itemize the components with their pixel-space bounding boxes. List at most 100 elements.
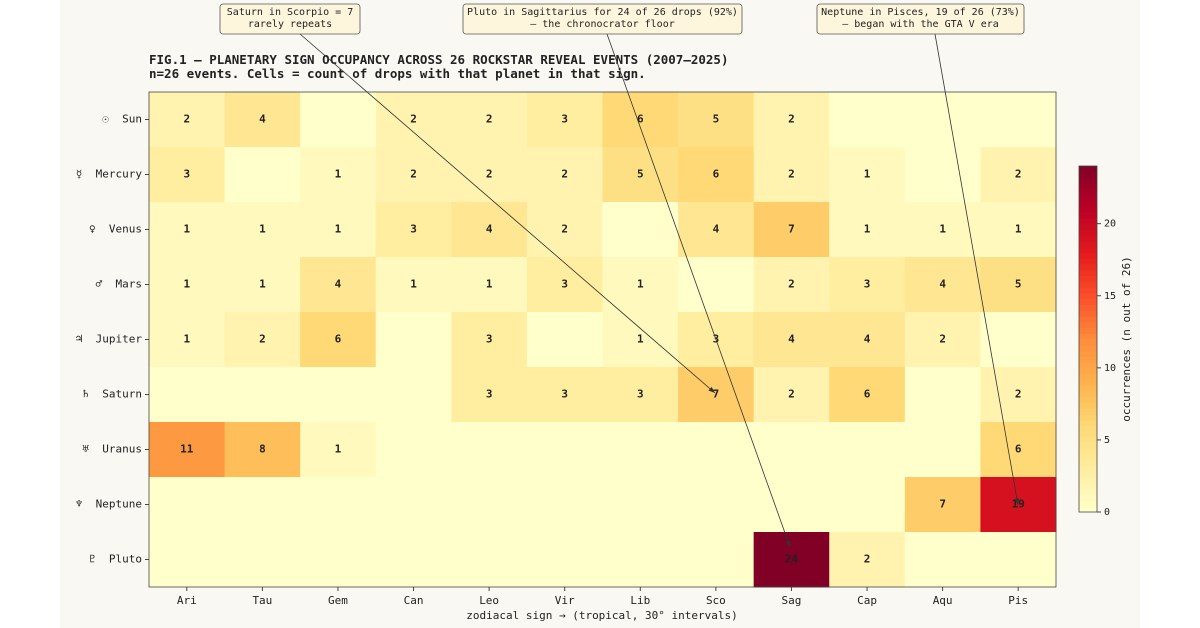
x-tick-label: Cap <box>857 594 877 607</box>
heatmap-cell <box>678 367 755 423</box>
cell-label: 5 <box>713 113 720 126</box>
cell-label: 3 <box>864 278 871 291</box>
colorbar-segment <box>1079 327 1097 334</box>
colorbar-segment <box>1079 171 1097 179</box>
heatmap-cell <box>602 532 679 588</box>
cell-label: 1 <box>637 333 644 346</box>
heatmap-cell <box>300 202 377 258</box>
heatmap-cell <box>451 257 528 313</box>
colorbar-tick-label: 0 <box>1104 507 1110 518</box>
colorbar-tick-label: 15 <box>1104 291 1116 302</box>
annotation-text: Saturn in Scorpio = 7 <box>227 7 353 18</box>
heatmap-cell <box>375 422 452 478</box>
heatmap-cell <box>451 147 528 203</box>
cell-label: 6 <box>713 168 720 181</box>
heatmap-cell <box>904 367 981 423</box>
colorbar-segment <box>1079 385 1097 392</box>
cell-label: 2 <box>259 333 266 346</box>
heatmap-cell <box>678 92 755 148</box>
cell-label: 1 <box>1015 223 1022 236</box>
cell-label: 7 <box>713 388 720 401</box>
colorbar-segment <box>1079 206 1097 213</box>
x-tick-label: Lib <box>630 594 650 607</box>
cell-label: 2 <box>486 113 493 126</box>
colorbar-segment <box>1079 298 1097 305</box>
cell-label: 2 <box>788 278 795 291</box>
cell-label: 1 <box>335 168 342 181</box>
heatmap-cell <box>300 477 377 533</box>
x-tick-label: Ari <box>177 594 197 607</box>
heatmap-cell <box>980 257 1057 313</box>
heatmap-cell <box>678 202 755 258</box>
cell-label: 6 <box>1015 443 1022 456</box>
cell-label: 2 <box>410 168 417 181</box>
heatmap-cell <box>451 92 528 148</box>
cell-label: 2 <box>1015 388 1022 401</box>
colorbar-segment <box>1079 356 1097 363</box>
cell-label: 2 <box>788 113 795 126</box>
colorbar-segment <box>1079 292 1097 300</box>
cell-label: 6 <box>335 333 342 346</box>
heatmap-cell <box>829 92 906 148</box>
heatmap-cell <box>678 147 755 203</box>
heatmap-cell <box>526 92 603 148</box>
colorbar-segment <box>1079 246 1097 253</box>
chart-subtitle: n=26 events. Cells = count of drops with… <box>149 66 646 81</box>
heatmap-cell <box>829 257 906 313</box>
heatmap-cell <box>980 202 1057 258</box>
heatmap-cell <box>224 532 301 588</box>
annotation-arrowhead <box>708 386 715 393</box>
annotation-arrow <box>299 33 716 394</box>
heatmap-cell <box>526 422 603 478</box>
heatmap-cell <box>829 202 906 258</box>
heatmap-cell <box>678 257 755 313</box>
colorbar-segment <box>1079 183 1097 190</box>
cell-label: 2 <box>410 113 417 126</box>
annotation-text: rarely repeats <box>248 19 332 30</box>
colorbar-segment <box>1079 471 1097 478</box>
cell-label: 1 <box>410 278 417 291</box>
colorbar-segment <box>1079 494 1097 501</box>
cell-label: 6 <box>864 388 871 401</box>
colorbar-segment <box>1079 281 1097 288</box>
x-tick-label: Leo <box>479 594 499 607</box>
colorbar-segment <box>1079 240 1097 248</box>
colorbar-segment <box>1079 488 1097 496</box>
heatmap-cell <box>829 147 906 203</box>
colorbar-segment <box>1079 431 1097 438</box>
colorbar-segment <box>1079 177 1097 184</box>
cell-label: 4 <box>788 333 795 346</box>
heatmap-cell <box>602 312 679 368</box>
cell-label: 1 <box>259 278 266 291</box>
colorbar-tick-label: 20 <box>1104 219 1116 230</box>
x-tick-label: Can <box>404 594 424 607</box>
heatmap-cell <box>149 477 226 533</box>
y-tick-label: ♅ Uranus <box>82 443 142 456</box>
colorbar-segment <box>1079 454 1097 461</box>
heatmap-cell <box>829 367 906 423</box>
cell-label: 3 <box>561 113 568 126</box>
heatmap-cell <box>149 202 226 258</box>
colorbar-segment <box>1079 362 1097 369</box>
heatmap-cell <box>753 202 830 258</box>
colorbar-tick-label: 10 <box>1104 363 1116 374</box>
colorbar-segment <box>1079 413 1097 421</box>
heatmap-cell <box>980 367 1057 423</box>
colorbar-segment <box>1079 367 1097 375</box>
colorbar-segment <box>1079 304 1097 311</box>
y-tick-label: ♆ Neptune <box>76 498 142 511</box>
heatmap-cell <box>224 92 301 148</box>
y-tick-label: ♂ Mars <box>96 278 142 291</box>
heatmap-cell <box>300 367 377 423</box>
cell-label: 4 <box>259 113 266 126</box>
cell-label: 2 <box>183 113 190 126</box>
heatmap-cell <box>375 312 452 368</box>
colorbar-segment <box>1079 344 1097 352</box>
colorbar-segment <box>1079 315 1097 323</box>
colorbar-segment <box>1079 287 1097 294</box>
heatmap-cell <box>980 422 1057 478</box>
colorbar-segment <box>1079 425 1097 432</box>
annotation-box <box>816 3 1025 35</box>
heatmap-cell <box>300 422 377 478</box>
